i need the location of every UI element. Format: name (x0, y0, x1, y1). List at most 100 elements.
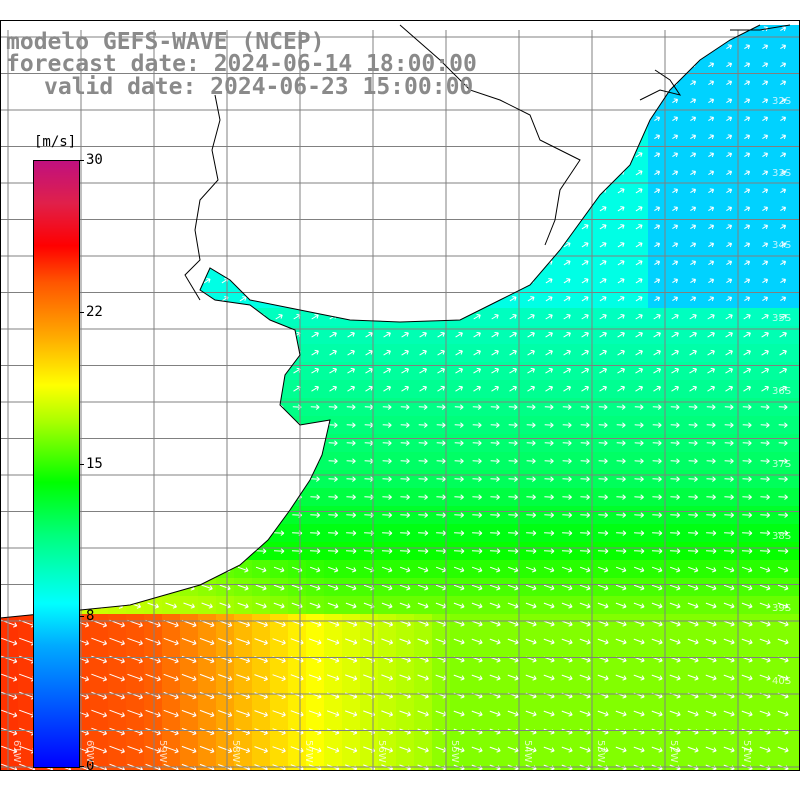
speed-cell (504, 254, 523, 273)
wind-arrow (455, 152, 463, 158)
wind-arrow (490, 404, 500, 410)
wind-arrow (418, 494, 428, 500)
wind-arrow (401, 278, 409, 284)
wind-arrow (293, 224, 301, 230)
wind-arrow (525, 674, 537, 681)
wind-arrow (254, 674, 268, 682)
speed-cell (162, 506, 181, 525)
wind-arrow (328, 512, 339, 518)
speed-cell (252, 218, 271, 237)
speed-cell (270, 398, 289, 417)
wind-arrow (184, 512, 195, 518)
speed-cell (216, 542, 235, 561)
wind-arrow (652, 530, 663, 536)
wind-arrow (346, 512, 357, 518)
speed-cell (378, 200, 397, 219)
speed-cell (216, 146, 235, 165)
speed-cell (252, 236, 271, 255)
wind-arrow (4, 440, 14, 446)
colorbar-tick-22: 22 (86, 304, 103, 320)
wind-arrow (635, 188, 643, 194)
wind-arrow (509, 314, 517, 320)
wind-arrow (113, 134, 121, 140)
wind-arrow (328, 458, 338, 464)
wind-arrow (419, 242, 427, 248)
wind-arrow (599, 98, 607, 104)
wind-arrow (544, 512, 555, 518)
speed-cell (432, 236, 451, 255)
speed-cell (324, 164, 343, 183)
speed-cell (144, 254, 163, 273)
wind-arrow (670, 512, 681, 518)
wind-arrow (383, 188, 391, 194)
wind-arrow (113, 224, 121, 230)
wind-arrow (131, 260, 139, 266)
speed-cell (108, 218, 127, 237)
wind-arrow (365, 332, 373, 338)
speed-cell (144, 416, 163, 435)
speed-cell (180, 164, 199, 183)
wind-arrow (130, 440, 140, 446)
speed-cell (288, 146, 307, 165)
wind-arrow (635, 349, 643, 356)
wind-arrow (419, 314, 427, 320)
wind-arrow (147, 602, 159, 609)
wind-arrow (599, 242, 607, 248)
wind-arrow (23, 278, 31, 284)
wind-arrow (671, 385, 679, 392)
wind-arrow (257, 385, 265, 392)
wind-arrow (543, 710, 555, 717)
speed-cell (198, 146, 217, 165)
wind-arrow (202, 494, 212, 500)
wind-arrow (472, 494, 482, 500)
speed-cell (126, 488, 145, 507)
speed-cell (792, 146, 800, 165)
wind-arrow (726, 62, 733, 68)
wind-arrow (23, 224, 31, 230)
speed-cell (306, 110, 325, 129)
wind-arrow (617, 80, 625, 86)
speed-cell (126, 524, 145, 543)
wind-arrow (544, 476, 554, 482)
wind-arrow (1, 673, 18, 682)
wind-arrow (581, 80, 589, 86)
speed-cell (90, 488, 109, 507)
wind-arrow (203, 152, 211, 158)
speed-cell (252, 416, 271, 435)
speed-cell (522, 56, 541, 75)
wind-arrow (687, 584, 699, 591)
wind-arrow (759, 620, 771, 627)
wind-arrow (723, 566, 735, 573)
wind-arrow (670, 440, 680, 446)
speed-cell (90, 416, 109, 435)
wind-arrow (399, 674, 411, 681)
speed-cell (630, 38, 649, 57)
speed-cell (432, 182, 451, 201)
wind-arrow (275, 349, 283, 356)
wind-arrow (580, 404, 590, 410)
wind-arrow (690, 98, 697, 104)
wind-arrow (690, 278, 697, 284)
wind-arrow (615, 584, 627, 591)
speed-cell (450, 182, 469, 201)
wind-arrow (545, 134, 553, 140)
wind-arrow (762, 242, 769, 248)
wind-arrow (400, 404, 410, 410)
speed-cell (288, 218, 307, 237)
speed-cell (270, 344, 289, 363)
wind-arrow (310, 404, 320, 410)
speed-cell (486, 74, 505, 93)
wind-arrow (21, 602, 34, 609)
wind-arrow (708, 260, 715, 266)
wind-arrow (508, 476, 518, 482)
wind-arrow (401, 332, 409, 338)
speed-cell (270, 236, 289, 255)
speed-cell (432, 254, 451, 273)
wind-arrow (507, 620, 519, 627)
wind-arrow (633, 584, 645, 591)
wind-arrow (491, 242, 499, 248)
speed-cell (342, 25, 361, 39)
speed-cell (684, 25, 703, 39)
wind-arrow (543, 674, 555, 681)
wind-arrow (762, 44, 769, 50)
